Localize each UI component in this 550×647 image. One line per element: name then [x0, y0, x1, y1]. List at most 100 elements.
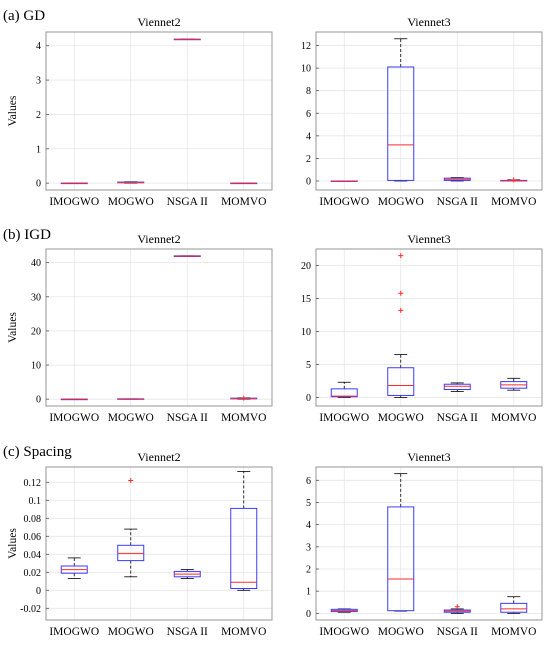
box-0	[60, 557, 88, 579]
outlier-marker	[454, 604, 460, 610]
x-tick-label: MOGWO	[378, 412, 424, 424]
y-tick-label: 2	[306, 565, 311, 576]
x-tick-label: IMOGWO	[319, 196, 369, 208]
box-2	[443, 604, 471, 614]
chart-panel-4: -0.02 0 0.02 0.04 0.06 0.08 0.1 0.12 IMOGWO MOGWO…	[7, 450, 273, 638]
y-tick-label: 2	[306, 154, 311, 165]
outlier-marker	[398, 253, 404, 259]
box-3	[230, 395, 258, 401]
box-3	[500, 377, 528, 391]
outlier-marker	[398, 307, 404, 313]
y-tick-label: 0	[306, 176, 311, 187]
box-iqr	[330, 388, 358, 398]
box-iqr	[443, 383, 471, 391]
axes-frame	[315, 466, 543, 621]
x-tick-label: IMOGWO	[49, 196, 99, 208]
box-iqr	[387, 367, 415, 396]
y-tick-label: 0.12	[24, 478, 42, 489]
x-tick-label: MOMVO	[221, 626, 266, 638]
outlier-marker	[511, 177, 517, 183]
section-label-igd: (b) IGD	[3, 227, 51, 243]
x-tick-label: NSGA II	[437, 626, 478, 638]
x-tick-label: MOMVO	[491, 626, 536, 638]
box-2	[173, 255, 201, 258]
y-tick-label: 6	[306, 476, 311, 487]
x-tick-label: MOGWO	[378, 626, 424, 638]
box-1	[387, 473, 415, 612]
x-tick-label: NSGA II	[437, 196, 478, 208]
y-tick-label: 1	[36, 144, 41, 155]
box-1	[117, 181, 145, 184]
y-tick-label: 10	[301, 64, 311, 75]
y-tick-label: 6	[306, 109, 311, 120]
x-tick-label: NSGA II	[167, 626, 208, 638]
y-tick-label: 8	[306, 86, 311, 97]
box-0	[330, 381, 358, 398]
y-axis-label: Values	[7, 95, 19, 126]
x-tick-label: MOMVO	[221, 196, 266, 208]
box-1	[117, 398, 145, 400]
axes-frame	[45, 248, 273, 407]
y-tick-label: 0.04	[24, 550, 42, 561]
y-tick-label: 20	[301, 261, 311, 272]
chart-title: Viennet2	[137, 232, 180, 246]
y-tick-label: 3	[306, 542, 311, 553]
y-tick-label: 0.02	[24, 568, 42, 579]
x-tick-label: MOGWO	[108, 412, 154, 424]
axes-frame	[315, 248, 543, 407]
chart-panel-5: 0 1 2 3 4 5 6 IMOGWO MOGWO NSGA II MOMVO Viennet3	[306, 450, 543, 638]
y-tick-label: 15	[301, 294, 311, 305]
box-0	[330, 608, 358, 613]
y-tick-label: 3	[36, 76, 41, 87]
x-tick-label: MOMVO	[491, 196, 536, 208]
box-iqr	[230, 507, 258, 589]
axes-frame	[45, 466, 273, 621]
box-2	[443, 382, 471, 392]
y-tick-label: 0.08	[24, 514, 42, 525]
y-axis-label: Values	[7, 528, 19, 559]
box-3	[500, 177, 528, 183]
x-tick-label: IMOGWO	[49, 412, 99, 424]
chart-panel-3: 0 5 10 15 20 IMOGWO MOGWO NSGA II MOMVO Viennet3	[301, 232, 543, 424]
y-tick-label: 30	[31, 292, 41, 303]
outlier-marker	[128, 478, 134, 483]
x-tick-label: MOGWO	[108, 626, 154, 638]
x-tick-label: MOMVO	[491, 412, 536, 424]
y-tick-label: 4	[306, 520, 311, 531]
chart-title: Viennet3	[407, 232, 450, 246]
y-tick-label: 12	[301, 41, 311, 52]
x-tick-label: IMOGWO	[319, 412, 369, 424]
x-tick-label: NSGA II	[167, 412, 208, 424]
y-tick-label: 1	[306, 587, 311, 598]
x-tick-label: IMOGWO	[49, 626, 99, 638]
x-tick-label: NSGA II	[167, 196, 208, 208]
chart-title: Viennet2	[137, 450, 180, 464]
box-0	[60, 182, 88, 185]
chart-title: Viennet3	[407, 450, 450, 464]
y-tick-label: 0	[306, 393, 311, 404]
x-tick-label: NSGA II	[437, 412, 478, 424]
box-2	[443, 177, 471, 182]
box-1	[387, 38, 415, 182]
x-tick-label: IMOGWO	[319, 626, 369, 638]
box-0	[60, 398, 88, 401]
box-iqr	[387, 66, 415, 181]
outlier-marker	[241, 395, 247, 401]
box-1	[387, 253, 415, 398]
box-iqr	[500, 602, 528, 613]
y-axis-label: Values	[7, 312, 19, 343]
chart-title: Viennet2	[137, 15, 180, 29]
box-0	[330, 180, 358, 182]
box-2	[173, 569, 201, 579]
y-tick-label: 5	[306, 498, 311, 509]
section-label-gd: (a) GD	[3, 8, 45, 24]
y-tick-label: 5	[306, 360, 311, 371]
box-2	[173, 38, 201, 41]
y-tick-label: 2	[36, 110, 41, 121]
y-tick-label: 0	[306, 609, 311, 620]
y-tick-label: 0	[36, 395, 41, 406]
x-tick-label: MOMVO	[221, 412, 266, 424]
x-tick-label: MOGWO	[378, 196, 424, 208]
chart-panel-2: 0 10 20 30 40 IMOGWO MOGWO NSGA II MOMVO Viennet2…	[7, 232, 273, 424]
